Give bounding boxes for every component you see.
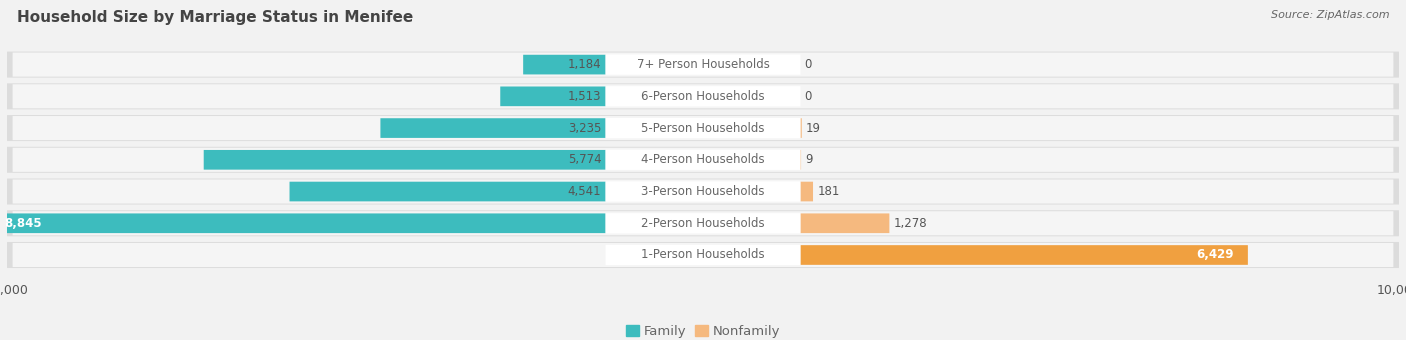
FancyBboxPatch shape (7, 210, 1399, 236)
FancyBboxPatch shape (7, 115, 1399, 141)
FancyBboxPatch shape (13, 180, 1393, 204)
FancyBboxPatch shape (0, 214, 606, 233)
FancyBboxPatch shape (606, 181, 800, 202)
Text: Household Size by Marriage Status in Menifee: Household Size by Marriage Status in Men… (17, 10, 413, 25)
FancyBboxPatch shape (204, 150, 606, 170)
FancyBboxPatch shape (800, 182, 813, 201)
FancyBboxPatch shape (13, 116, 1393, 140)
Text: 2-Person Households: 2-Person Households (641, 217, 765, 230)
FancyBboxPatch shape (290, 182, 606, 201)
FancyBboxPatch shape (606, 118, 800, 138)
FancyBboxPatch shape (7, 178, 1399, 205)
FancyBboxPatch shape (13, 148, 1393, 172)
FancyBboxPatch shape (800, 245, 1249, 265)
FancyBboxPatch shape (381, 118, 606, 138)
Text: 1,513: 1,513 (568, 90, 602, 103)
Text: 4-Person Households: 4-Person Households (641, 153, 765, 166)
FancyBboxPatch shape (606, 54, 800, 75)
FancyBboxPatch shape (13, 211, 1393, 235)
FancyBboxPatch shape (7, 147, 1399, 173)
Text: 5,774: 5,774 (568, 153, 602, 166)
Text: 4,541: 4,541 (568, 185, 602, 198)
FancyBboxPatch shape (7, 83, 1399, 109)
FancyBboxPatch shape (13, 243, 1393, 267)
FancyBboxPatch shape (7, 52, 1399, 78)
FancyBboxPatch shape (800, 214, 890, 233)
FancyBboxPatch shape (606, 86, 800, 106)
Text: 1-Person Households: 1-Person Households (641, 249, 765, 261)
FancyBboxPatch shape (606, 150, 800, 170)
Text: 181: 181 (817, 185, 839, 198)
Text: 3-Person Households: 3-Person Households (641, 185, 765, 198)
Legend: Family, Nonfamily: Family, Nonfamily (620, 320, 786, 340)
Text: 6-Person Households: 6-Person Households (641, 90, 765, 103)
Text: 19: 19 (806, 122, 821, 135)
Text: 8,845: 8,845 (4, 217, 42, 230)
Text: 3,235: 3,235 (568, 122, 602, 135)
Text: 5-Person Households: 5-Person Households (641, 122, 765, 135)
Text: 7+ Person Households: 7+ Person Households (637, 58, 769, 71)
Text: Source: ZipAtlas.com: Source: ZipAtlas.com (1271, 10, 1389, 20)
FancyBboxPatch shape (501, 86, 606, 106)
FancyBboxPatch shape (606, 213, 800, 234)
FancyBboxPatch shape (13, 84, 1393, 108)
Text: 1,184: 1,184 (568, 58, 602, 71)
FancyBboxPatch shape (606, 245, 800, 265)
Text: 0: 0 (804, 90, 813, 103)
FancyBboxPatch shape (13, 53, 1393, 76)
Text: 1,278: 1,278 (894, 217, 927, 230)
Text: 0: 0 (804, 58, 813, 71)
Text: 6,429: 6,429 (1197, 249, 1234, 261)
FancyBboxPatch shape (7, 242, 1399, 268)
FancyBboxPatch shape (523, 55, 606, 74)
Text: 9: 9 (806, 153, 813, 166)
